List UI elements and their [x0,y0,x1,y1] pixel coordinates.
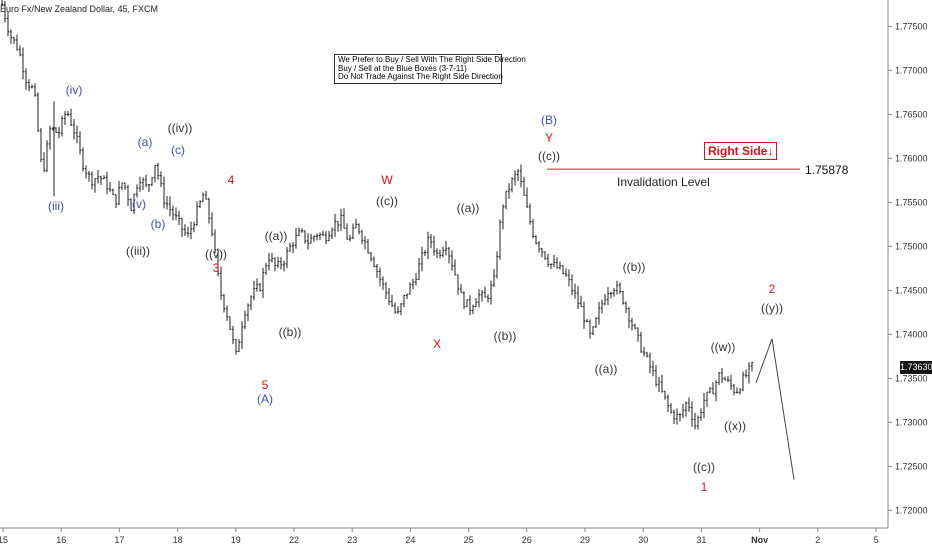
time-tick-label: 24 [405,535,415,545]
wave-label: 3 [213,261,220,275]
price-tick-label: 1.76000 [895,153,928,163]
wave-label: ((a)) [457,201,480,215]
price-tick-label: 1.77500 [895,21,928,31]
price-tick-label: 1.73500 [895,373,928,383]
time-tick-label: 26 [522,535,532,545]
wave-label: ((b)) [279,325,302,339]
time-tick-label: 29 [580,535,590,545]
price-tick-label: 1.73000 [895,417,928,427]
wave-label: ((a)) [265,229,288,243]
price-tick-label: 1.72500 [895,461,928,471]
time-tick-label: 15 [0,535,8,545]
chart-overlay: Invalidation Level 1.75878 [547,163,849,480]
note-line: Buy / Sell at the Blue Boxes (3-7-11) [338,63,467,73]
wave-label: X [433,337,441,351]
projection-path [755,338,795,480]
last-price-tag: 1.73630 [900,361,932,374]
wave-label: ((c)) [376,194,398,208]
wave-label: (b) [151,217,166,231]
wave-label: (v) [132,197,146,211]
right-side-label: Right Side↓ [704,142,778,160]
wave-label: ((iv)) [168,121,193,135]
wave-label: (iii) [48,199,64,213]
price-tick-label: 1.74000 [895,329,928,339]
wave-label: (A) [257,392,273,406]
wave-label: ((iii)) [126,244,150,258]
price-bars [0,0,754,430]
price-tick-label: 1.76500 [895,109,928,119]
time-tick-label: 23 [347,535,357,545]
time-axis: 15 16 17 18 19 22 23 24 25 26 29 30 31 Nov 2 5 [0,527,888,545]
chart-header: Euro Fx/New Zealand Dollar, 45, FXCM [0,4,159,14]
time-tick-label: 30 [638,535,648,545]
price-tick-label: 1.75000 [895,241,928,251]
time-tick-label: 5 [873,535,878,545]
wave-label: ((y)) [761,301,783,315]
wave-label: Y [545,131,553,145]
wave-label: ((a)) [595,362,618,376]
wave-label: ((c)) [693,460,715,474]
wave-label: W [381,173,393,187]
wave-label: (B) [541,113,557,127]
invalidation-value: 1.75878 [805,163,849,177]
time-tick-label: 18 [173,535,183,545]
price-tick-label: 1.77000 [895,65,928,75]
note-line: Do Not Trade Against The Right Side Dire… [338,72,503,82]
wave-label: 5 [262,378,269,392]
time-tick-label: 2 [815,535,820,545]
time-tick-label: 25 [464,535,474,545]
invalidation-label: Invalidation Level [617,175,710,189]
price-axis: 1.77500 1.77000 1.76500 1.76000 1.75500 1.750… [887,0,928,528]
wave-label: ((b)) [494,329,517,343]
wave-label: ((c)) [538,149,560,163]
time-tick-label: Nov [751,535,768,545]
wave-label: 4 [228,173,235,187]
wave-label: 2 [769,282,776,296]
wave-labels: (iii) (iv) (v) ((iii)) (a) (b) (c) ((iv)) ((v))3… [48,83,783,494]
price-tick-label: 1.72000 [895,505,928,515]
time-tick-label: 31 [696,535,706,545]
time-tick-label: 19 [231,535,241,545]
wave-label: ((b)) [623,260,646,274]
wave-label: (c) [171,143,185,157]
time-tick-label: 16 [56,535,66,545]
time-tick-label: 17 [114,535,124,545]
wave-label: ((w)) [711,340,736,354]
time-tick-label: 22 [289,535,299,545]
wave-label: 1 [701,480,708,494]
wave-label: ((v)) [205,247,227,261]
price-tick-label: 1.74500 [895,285,928,295]
wave-label: (a) [138,135,153,149]
wave-label: (iv) [66,83,83,97]
wave-label: ((x)) [724,419,746,433]
price-tick-label: 1.75500 [895,197,928,207]
strategy-note-box: We Prefer to Buy / Sell With The Right S… [334,54,526,84]
note-line: We Prefer to Buy / Sell With The Right S… [338,55,526,64]
